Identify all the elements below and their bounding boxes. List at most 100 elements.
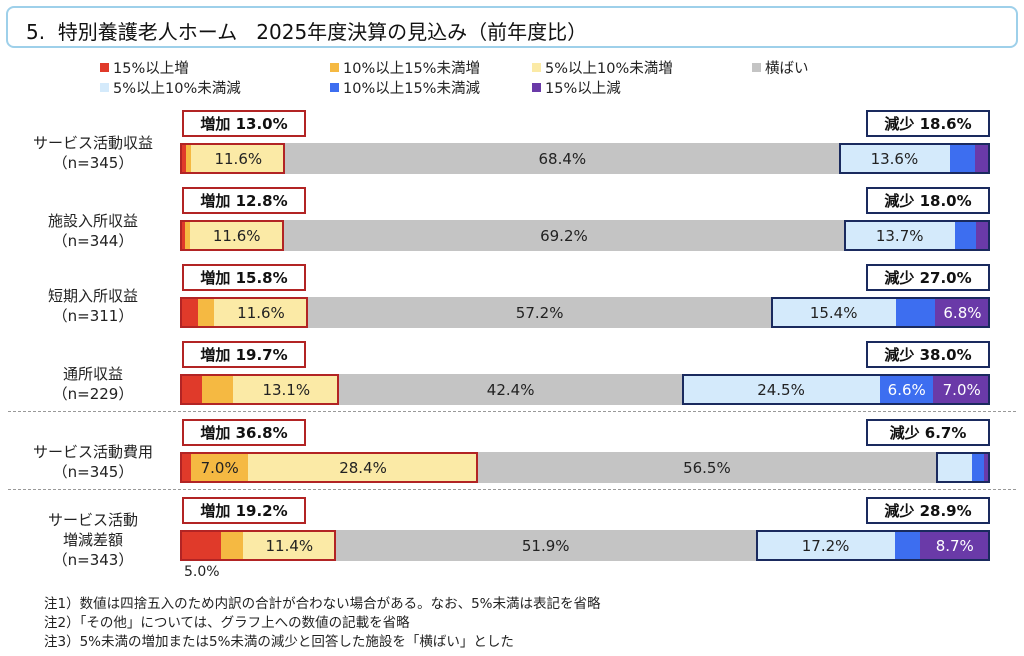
stacked-bar: 13.1% 42.4% 24.5% 6.6% 7.0% <box>180 374 991 405</box>
bar-segment-label: 69.2% <box>540 226 588 245</box>
bar-segment-label: 11.4% <box>265 536 314 555</box>
bar-segment-label: 13.6% <box>870 149 919 168</box>
bar-segment-inc5 <box>214 297 309 328</box>
footnote-2: 注2）「その他」については、グラフ上への数値の記載を省略 <box>44 615 410 631</box>
bar-segment-label: 8.7% <box>935 536 974 555</box>
legend-swatch <box>100 62 109 72</box>
bar-segment-inc15 <box>180 374 203 405</box>
bar-segment-inc10 <box>191 452 249 483</box>
increase-total-tag: 増加 13.0% <box>182 110 306 137</box>
category-label-line: 増減差額 <box>62 531 123 549</box>
legend-swatch <box>532 82 541 92</box>
category-label-line: 施設入所収益 <box>47 212 138 230</box>
bar-segment-label: 6.6% <box>887 380 926 399</box>
legend-item-dec10: 10%以上15%未満減 <box>330 78 480 97</box>
bar-segment-dec15 <box>974 143 991 174</box>
row-divider <box>8 411 1016 412</box>
category-label-line: （n=345） <box>52 463 134 481</box>
category-label-line: （n=343） <box>52 551 134 569</box>
bar-segment-label: 57.2% <box>515 303 564 322</box>
legend-swatch <box>330 82 339 92</box>
increase-total-tag: 増加 19.7% <box>182 341 306 368</box>
legend-swatch <box>330 62 339 72</box>
bar-segment-flat <box>339 374 683 405</box>
bar-segment-label: 24.5% <box>757 380 805 399</box>
legend: 15%以上増 10%以上15%未満増 5%以上10%未満増 横ばい 5%以上10%未満減… <box>100 58 840 98</box>
bar-segment-dec15 <box>976 220 991 251</box>
legend-swatch <box>532 62 541 72</box>
increase-total-tag: 増加 19.2% <box>182 497 306 524</box>
row-divider <box>8 489 1016 490</box>
category-label-line: （n=344） <box>52 232 134 250</box>
bar-segment-dec5 <box>935 452 973 483</box>
category-label-line: 通所収益 <box>62 365 123 383</box>
bar-segment-label: 13.7% <box>875 226 924 245</box>
category-label-line: サービス活動収益 <box>32 134 153 152</box>
bar-segment-label: 51.9% <box>521 536 570 555</box>
decrease-total-tag: 減少 18.6% <box>866 110 990 137</box>
category-label: サービス活動 増減差額 （n=343） <box>10 510 176 570</box>
bar-segment-dec10 <box>949 143 976 174</box>
legend-label: 15%以上増 <box>113 60 189 77</box>
category-label-line: サービス活動 <box>47 511 138 529</box>
legend-label: 5%以上10%未満減 <box>113 80 241 97</box>
bar-segment-dec10 <box>880 374 934 405</box>
under-bar-label: 5.0% <box>184 564 220 580</box>
bar-segment-dec5 <box>755 530 896 561</box>
bar-segment-label: 68.4% <box>538 149 587 168</box>
bar-segment-inc10 <box>185 143 192 174</box>
footnote-3: 注3）5%未満の増加または5%未満の減少と回答した施設を「横ばい」とした <box>44 634 514 650</box>
legend-label: 横ばい <box>765 60 809 77</box>
bar-segment-flat <box>283 220 845 251</box>
category-label-line: （n=345） <box>52 154 134 172</box>
bar-segment-inc15 <box>180 452 192 483</box>
bar-segment-flat <box>285 143 840 174</box>
legend-item-inc5: 5%以上10%未満増 <box>532 58 673 77</box>
legend-item-dec15: 15%以上減 <box>532 78 621 97</box>
bar-segment-inc15 <box>180 297 199 328</box>
stacked-bar: 11.6% 57.2% 15.4% 6.8% <box>180 297 991 328</box>
bar-segment-label: 28.4% <box>339 458 387 477</box>
bar-segment-label: 13.1% <box>262 380 311 399</box>
bar-segment-dec15 <box>934 297 991 328</box>
stacked-bar: 11.6% 68.4% 13.6% <box>180 143 991 174</box>
bar-segment-dec10 <box>955 220 977 251</box>
stacked-bar: 7.0% 28.4% 56.5% <box>180 452 991 483</box>
bar-segment-inc5 <box>248 452 479 483</box>
bar-segment-inc10 <box>197 297 215 328</box>
stacked-bar: 11.6% 69.2% 13.7% <box>180 220 991 251</box>
category-label-line: （n=311） <box>52 307 134 325</box>
stacked-bar: 11.4% 51.9% 17.2% 8.7% <box>180 530 991 561</box>
legend-label: 10%以上15%未満増 <box>343 60 480 77</box>
bar-segment-dec5 <box>839 143 950 174</box>
bar-segment-dec5 <box>682 374 881 405</box>
decrease-total-tag: 減少 38.0% <box>866 341 990 368</box>
decrease-total-tag: 減少 18.0% <box>866 187 990 214</box>
bar-segment-label: 7.0% <box>942 380 981 399</box>
category-label-line: （n=229） <box>52 385 134 403</box>
bar-segment-inc5 <box>189 220 285 251</box>
bar-segment-label: 11.6% <box>214 149 263 168</box>
footnote-1: 注1）数値は四捨五入のため内訳の合計が合わない場合がある。なお、5%未満は表記を… <box>44 596 601 612</box>
bar-segment-label: 6.8% <box>943 303 982 322</box>
bar-segment-inc10 <box>201 374 234 405</box>
bar-segment-label: 17.2% <box>801 536 850 555</box>
bar-segment-label: 15.4% <box>809 303 858 322</box>
bar-segment-dec15 <box>983 452 991 483</box>
bar-segment-flat <box>307 297 772 328</box>
bar-segment-inc15 <box>180 143 187 174</box>
footnotes: 注1）数値は四捨五入のため内訳の合計が合わない場合がある。なお、5%未満は表記を… <box>44 595 984 652</box>
decrease-total-tag: 減少 28.9% <box>866 497 990 524</box>
bar-segment-dec10 <box>896 297 936 328</box>
bar-segment-inc15 <box>180 530 221 561</box>
decrease-total-tag: 減少 27.0% <box>866 264 990 291</box>
bar-segment-flat <box>335 530 757 561</box>
increase-total-tag: 増加 15.8% <box>182 264 306 291</box>
decrease-total-tag: 減少 6.7% <box>866 419 990 446</box>
bar-segment-dec15 <box>933 374 991 405</box>
legend-item-flat: 横ばい <box>752 58 809 77</box>
category-label: サービス活動費用 （n=345） <box>10 442 176 482</box>
increase-total-tag: 増加 36.8% <box>182 419 306 446</box>
category-label: サービス活動収益 （n=345） <box>10 133 176 173</box>
bar-segment-dec5 <box>844 220 956 251</box>
